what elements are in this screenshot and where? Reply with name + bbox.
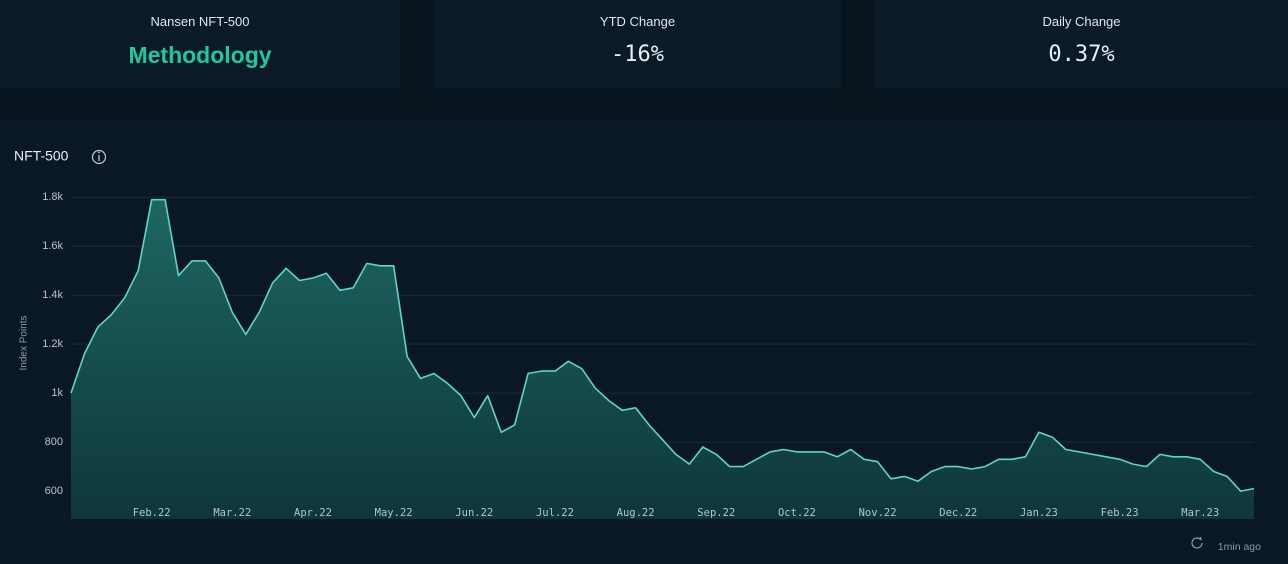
- x-tick-label: Jun.22: [455, 507, 493, 519]
- info-icon[interactable]: [91, 149, 107, 165]
- x-tick-label: Feb.22: [133, 507, 171, 519]
- y-tick-label: 600: [45, 485, 63, 497]
- y-tick-label: 800: [45, 436, 63, 448]
- x-tick-label: Apr.22: [294, 507, 332, 519]
- updated-label: 1min ago: [1218, 541, 1261, 553]
- card-value: 0.37%: [1048, 42, 1115, 67]
- y-tick-label: 1.4k: [42, 289, 63, 301]
- y-axis-label: Index Points: [19, 315, 30, 370]
- line: [70, 198, 1255, 492]
- card-title: Daily Change: [1042, 14, 1121, 29]
- x-tick-label: Nov.22: [859, 507, 897, 519]
- y-tick-label: 1.2k: [42, 338, 63, 350]
- x-tick-label: Mar.23: [1181, 507, 1219, 519]
- x-tick-label: Aug.22: [617, 507, 655, 519]
- x-tick-label: Sep.22: [697, 507, 735, 519]
- card-value: -16%: [611, 42, 664, 67]
- refresh-icon: [1191, 536, 1203, 549]
- x-tick-label: Mar.22: [213, 507, 251, 519]
- stat-card: YTD Change -16%: [433, 0, 842, 88]
- y-tick-label: 1.6k: [42, 240, 63, 252]
- stat-card: Nansen NFT-500 Methodology: [0, 0, 400, 88]
- stat-card: Daily Change 0.37%: [875, 0, 1288, 88]
- area: [71, 199, 1254, 519]
- y-tick-label: 1k: [51, 387, 63, 399]
- x-tick-label: Jul.22: [536, 507, 574, 519]
- x-tick-label: Oct.22: [778, 507, 816, 519]
- x-tick-label: May.22: [375, 507, 413, 519]
- card-title: Nansen NFT-500: [150, 14, 250, 29]
- methodology-link[interactable]: Methodology: [128, 42, 272, 68]
- y-tick-label: 1.8k: [42, 191, 63, 203]
- x-tick-label: Dec.22: [939, 507, 977, 519]
- x-tick-label: Feb.23: [1101, 507, 1139, 519]
- card-title: YTD Change: [599, 14, 676, 29]
- x-tick-label: Jan.23: [1020, 507, 1058, 519]
- chart-title: NFT-500: [14, 148, 69, 164]
